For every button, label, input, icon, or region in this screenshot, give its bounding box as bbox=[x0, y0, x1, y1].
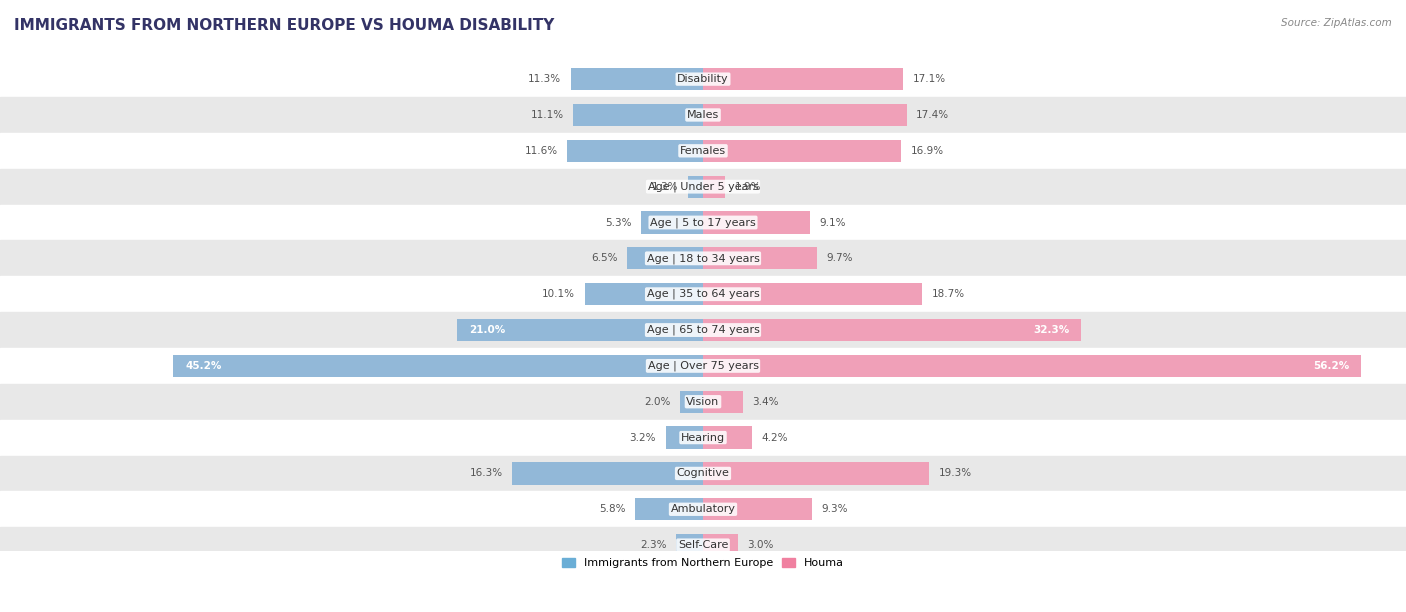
Bar bbox=[585, 283, 703, 305]
Text: 9.1%: 9.1% bbox=[818, 217, 845, 228]
Text: Disability: Disability bbox=[678, 74, 728, 84]
Text: 5.3%: 5.3% bbox=[605, 217, 631, 228]
Text: 5.8%: 5.8% bbox=[599, 504, 626, 514]
Bar bbox=[703, 176, 725, 198]
Text: Age | 65 to 74 years: Age | 65 to 74 years bbox=[647, 325, 759, 335]
Text: Females: Females bbox=[681, 146, 725, 156]
Bar bbox=[703, 68, 904, 90]
Bar bbox=[0, 241, 1406, 276]
Text: 1.3%: 1.3% bbox=[652, 182, 678, 192]
Bar bbox=[703, 355, 1361, 377]
Bar bbox=[0, 169, 1406, 204]
Text: 56.2%: 56.2% bbox=[1313, 361, 1350, 371]
Bar bbox=[0, 491, 1406, 527]
Bar bbox=[679, 390, 703, 413]
Bar bbox=[665, 427, 703, 449]
Text: 16.3%: 16.3% bbox=[470, 468, 503, 479]
Text: 16.9%: 16.9% bbox=[911, 146, 943, 156]
Text: 21.0%: 21.0% bbox=[468, 325, 505, 335]
Bar bbox=[703, 104, 907, 126]
Text: IMMIGRANTS FROM NORTHERN EUROPE VS HOUMA DISABILITY: IMMIGRANTS FROM NORTHERN EUROPE VS HOUMA… bbox=[14, 18, 554, 34]
Bar bbox=[627, 247, 703, 269]
Legend: Immigrants from Northern Europe, Houma: Immigrants from Northern Europe, Houma bbox=[557, 553, 849, 573]
Text: Vision: Vision bbox=[686, 397, 720, 407]
Text: 2.3%: 2.3% bbox=[640, 540, 666, 550]
Bar bbox=[688, 176, 703, 198]
Text: Age | Over 75 years: Age | Over 75 years bbox=[648, 360, 758, 371]
Text: 11.3%: 11.3% bbox=[529, 74, 561, 84]
Text: 11.6%: 11.6% bbox=[524, 146, 558, 156]
Text: 9.3%: 9.3% bbox=[821, 504, 848, 514]
Text: Self-Care: Self-Care bbox=[678, 540, 728, 550]
Text: 17.4%: 17.4% bbox=[917, 110, 949, 120]
Bar bbox=[676, 534, 703, 556]
Text: 4.2%: 4.2% bbox=[762, 433, 789, 442]
Bar bbox=[0, 61, 1406, 97]
Bar bbox=[0, 97, 1406, 133]
Bar bbox=[703, 247, 817, 269]
Text: Males: Males bbox=[688, 110, 718, 120]
Bar bbox=[636, 498, 703, 520]
Text: 3.0%: 3.0% bbox=[748, 540, 773, 550]
Text: 3.4%: 3.4% bbox=[752, 397, 779, 407]
Bar bbox=[0, 204, 1406, 241]
Text: 18.7%: 18.7% bbox=[932, 289, 965, 299]
Bar bbox=[703, 140, 901, 162]
Text: 2.0%: 2.0% bbox=[644, 397, 671, 407]
Text: 9.7%: 9.7% bbox=[827, 253, 852, 263]
Text: Ambulatory: Ambulatory bbox=[671, 504, 735, 514]
Text: 11.1%: 11.1% bbox=[530, 110, 564, 120]
Bar bbox=[0, 348, 1406, 384]
Text: 19.3%: 19.3% bbox=[939, 468, 972, 479]
Bar bbox=[0, 133, 1406, 169]
Text: 17.1%: 17.1% bbox=[912, 74, 946, 84]
Bar bbox=[0, 527, 1406, 563]
Bar bbox=[457, 319, 703, 341]
Text: 3.2%: 3.2% bbox=[630, 433, 657, 442]
Bar bbox=[0, 312, 1406, 348]
Bar bbox=[703, 319, 1081, 341]
Bar bbox=[0, 420, 1406, 455]
Text: 6.5%: 6.5% bbox=[591, 253, 617, 263]
Text: Source: ZipAtlas.com: Source: ZipAtlas.com bbox=[1281, 18, 1392, 28]
Bar bbox=[703, 390, 742, 413]
Text: 45.2%: 45.2% bbox=[186, 361, 222, 371]
Bar bbox=[571, 68, 703, 90]
Bar bbox=[0, 276, 1406, 312]
Text: Age | 5 to 17 years: Age | 5 to 17 years bbox=[650, 217, 756, 228]
Bar bbox=[703, 283, 922, 305]
Bar bbox=[574, 104, 703, 126]
Bar bbox=[0, 455, 1406, 491]
Text: Age | 35 to 64 years: Age | 35 to 64 years bbox=[647, 289, 759, 299]
Bar bbox=[512, 462, 703, 485]
Bar bbox=[703, 534, 738, 556]
Text: 10.1%: 10.1% bbox=[543, 289, 575, 299]
Text: Age | Under 5 years: Age | Under 5 years bbox=[648, 181, 758, 192]
Bar bbox=[567, 140, 703, 162]
Bar bbox=[703, 462, 929, 485]
Bar bbox=[173, 355, 703, 377]
Text: Age | 18 to 34 years: Age | 18 to 34 years bbox=[647, 253, 759, 264]
Bar bbox=[641, 211, 703, 234]
Text: 1.9%: 1.9% bbox=[734, 182, 761, 192]
Bar bbox=[703, 211, 810, 234]
Text: 32.3%: 32.3% bbox=[1033, 325, 1070, 335]
Text: Hearing: Hearing bbox=[681, 433, 725, 442]
Text: Cognitive: Cognitive bbox=[676, 468, 730, 479]
Bar bbox=[703, 427, 752, 449]
Bar bbox=[0, 384, 1406, 420]
Bar bbox=[703, 498, 813, 520]
